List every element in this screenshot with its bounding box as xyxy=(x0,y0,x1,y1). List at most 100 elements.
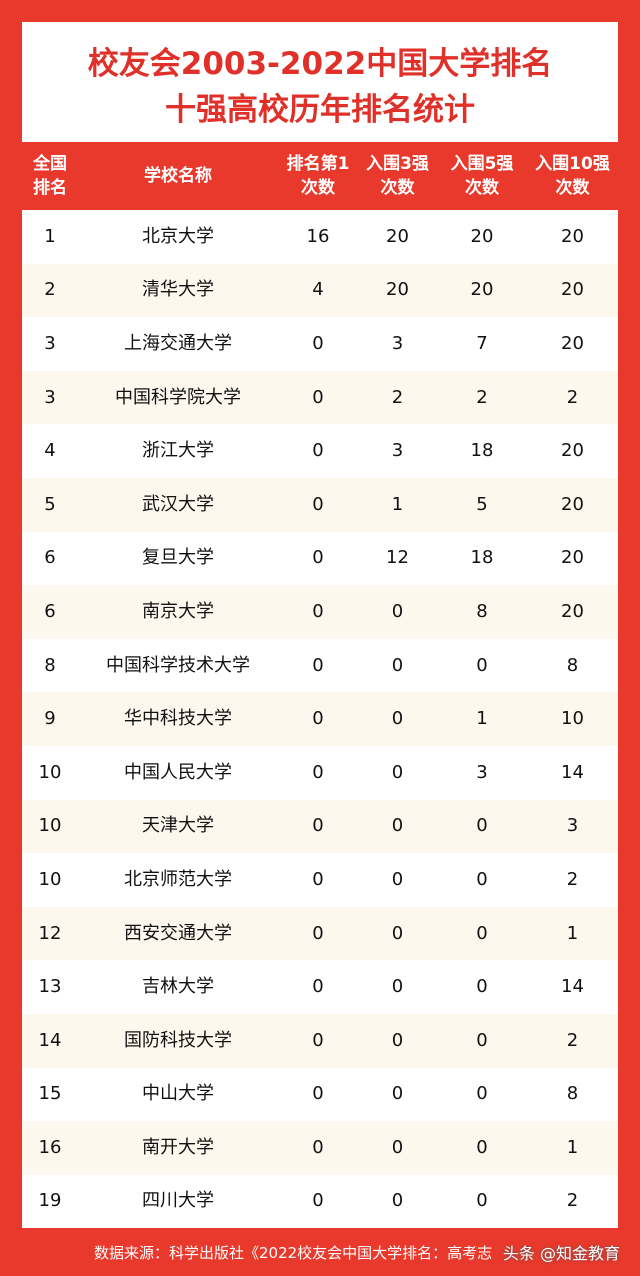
table-cell: 复旦大学 xyxy=(142,547,214,569)
header-text: 次数 xyxy=(301,178,335,198)
table-cell: 4 xyxy=(312,279,324,301)
table-row: 12 西安交通大学 0 0 0 1 xyxy=(22,906,618,961)
table-cell: 0 xyxy=(312,815,324,837)
table-cell: 3 xyxy=(44,332,56,354)
table-cell: 0 xyxy=(391,1083,404,1105)
table-cell: 20 xyxy=(561,493,584,515)
table-cell: 0 xyxy=(312,547,324,569)
table-row: 9 华中科技大学 0 0 1 10 xyxy=(22,692,618,746)
table-cell: 0 xyxy=(312,654,324,676)
header-text: 次数 xyxy=(555,178,590,198)
table-cell: 8 xyxy=(566,654,579,676)
table-cell: 12 xyxy=(38,922,62,944)
header-text: 排名第1 xyxy=(286,154,350,174)
table-cell: 中山大学 xyxy=(142,1083,214,1105)
table-cell: 20 xyxy=(470,225,494,247)
table-row: 10 天津大学 0 0 0 3 xyxy=(22,799,618,854)
table-cell: 13 xyxy=(38,976,62,998)
table-cell: 上海交通大学 xyxy=(124,332,232,354)
table-cell: 6 xyxy=(44,547,56,569)
table-cell: 14 xyxy=(38,1029,62,1051)
header-text: 次数 xyxy=(465,178,499,198)
table-cell: 7 xyxy=(476,332,488,354)
table-cell: 0 xyxy=(476,1136,488,1158)
table-cell: 2 xyxy=(566,386,579,408)
table-row: 10 北京师范大学 0 0 0 2 xyxy=(22,853,618,907)
table-cell: 20 xyxy=(561,332,584,354)
table-cell: 北京师范大学 xyxy=(124,868,232,890)
table-row: 13 吉林大学 0 0 0 14 xyxy=(22,960,618,1014)
table-cell: 0 xyxy=(391,1136,404,1158)
table-cell: 10 xyxy=(38,868,62,890)
table-cell: 0 xyxy=(476,868,488,890)
table-cell: 国防科技大学 xyxy=(124,1029,232,1051)
title-line: 校友会2003-2022中国大学排名 xyxy=(87,46,553,82)
table-cell: 0 xyxy=(391,868,404,890)
table-cell: 浙江大学 xyxy=(142,440,214,462)
table-row: 6 复旦大学 0 12 18 20 xyxy=(22,532,618,586)
table-cell: 0 xyxy=(312,1190,324,1212)
table-cell: 1 xyxy=(566,1136,579,1158)
table-cell: 四川大学 xyxy=(142,1190,214,1212)
table-row: 3 中国科学院大学 0 2 2 2 xyxy=(22,370,618,425)
table-cell: 3 xyxy=(566,815,579,837)
table-cell: 0 xyxy=(312,868,324,890)
header-text: 全国 xyxy=(33,154,67,174)
header-text: 入围5强 xyxy=(450,154,514,174)
table-cell: 0 xyxy=(476,654,488,676)
table-cell: 吉林大学 xyxy=(142,976,214,998)
table-cell: 0 xyxy=(312,493,324,515)
table-cell: 0 xyxy=(391,976,404,998)
table-cell: 8 xyxy=(44,654,56,676)
table-cell: 20 xyxy=(470,279,494,301)
table-cell: 3 xyxy=(44,386,56,408)
table-cell: 14 xyxy=(561,976,584,998)
table-cell: 2 xyxy=(44,279,56,301)
source-note: 数据来源：科学出版社《2022校友会中国大学排名：高考志 xyxy=(94,1244,493,1262)
table-cell: 6 xyxy=(44,600,56,622)
table-cell: 8 xyxy=(566,1083,579,1105)
title-line: 十强高校历年排名统计 xyxy=(165,92,475,128)
table-cell: 1 xyxy=(476,708,488,730)
table-cell: 北京大学 xyxy=(142,225,214,247)
table-cell: 3 xyxy=(391,440,404,462)
table-cell: 0 xyxy=(391,708,404,730)
table-cell: 0 xyxy=(391,1190,404,1212)
table-cell: 20 xyxy=(561,547,584,569)
table-cell: 1 xyxy=(391,493,404,515)
table-cell: 20 xyxy=(561,279,584,301)
header-text: 入围3强 xyxy=(366,154,429,174)
table-cell: 2 xyxy=(566,868,579,890)
table-row: 4 浙江大学 0 3 18 20 xyxy=(22,424,618,478)
table-cell: 1 xyxy=(44,225,56,247)
table-row: 16 南开大学 0 0 0 1 xyxy=(22,1121,618,1175)
table-cell: 1 xyxy=(566,922,579,944)
table-cell: 15 xyxy=(38,1083,62,1105)
table-cell: 5 xyxy=(44,493,56,515)
table-cell: 9 xyxy=(44,708,56,730)
table-row: 1 北京大学 16 20 20 20 xyxy=(22,210,618,264)
table-cell: 8 xyxy=(476,600,488,622)
table-cell: 3 xyxy=(476,761,488,783)
table-cell: 20 xyxy=(561,225,584,247)
header-cell: 入围3强次数 xyxy=(358,142,437,210)
table: 全国 排名 学校名称 排名第1 次数 入围3强 次数 入围5强 次数 入围10强 次数 1 北京大学 16… xyxy=(22,142,618,1228)
table-cell: 16 xyxy=(38,1136,62,1158)
table-cell: 中国人民大学 xyxy=(124,761,232,783)
table-row: 5 武汉大学 0 1 5 20 xyxy=(22,477,618,532)
table-cell: 10 xyxy=(561,708,584,730)
table-cell: 0 xyxy=(476,976,488,998)
table-cell: 20 xyxy=(386,225,409,247)
table-cell: 19 xyxy=(38,1190,62,1212)
table-cell: 12 xyxy=(386,547,409,569)
table-cell: 南开大学 xyxy=(142,1136,214,1158)
table-cell: 0 xyxy=(391,654,404,676)
table-cell: 0 xyxy=(391,1029,404,1051)
table-row: 10 中国人民大学 0 0 3 14 xyxy=(22,746,618,800)
table-cell: 0 xyxy=(476,1083,488,1105)
table-row: 3 上海交通大学 0 3 7 20 xyxy=(22,317,618,371)
table-row: 6 南京大学 0 0 8 20 xyxy=(22,585,618,639)
table-cell: 0 xyxy=(312,922,324,944)
header-cell: 全国 排名 xyxy=(22,142,78,210)
header-text: 次数 xyxy=(380,178,415,198)
